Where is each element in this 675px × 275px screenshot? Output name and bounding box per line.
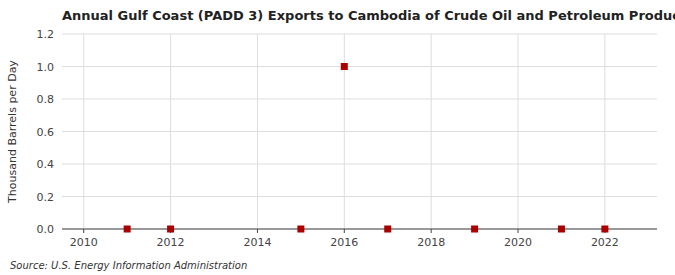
- chart-title: Annual Gulf Coast (PADD 3) Exports to Ca…: [62, 8, 675, 23]
- data-point: [167, 226, 174, 233]
- y-grid-line: [62, 164, 657, 165]
- data-point: [124, 226, 131, 233]
- x-grid-line: [431, 34, 432, 229]
- x-grid-line: [83, 34, 84, 229]
- data-point: [558, 226, 565, 233]
- y-grid-line: [62, 99, 657, 100]
- y-grid-line: [62, 131, 657, 132]
- y-tick-label: 0.0: [37, 223, 55, 236]
- x-grid-line: [257, 34, 258, 229]
- data-point: [297, 226, 304, 233]
- x-tick-label: 2016: [330, 236, 358, 249]
- y-tick-label: 0.2: [37, 191, 55, 204]
- data-point: [471, 226, 478, 233]
- y-tick-label: 0.8: [37, 93, 55, 106]
- x-tick-mark: [257, 229, 258, 233]
- y-grid-line: [62, 34, 657, 35]
- data-point: [341, 63, 348, 70]
- y-tick-label: 1.0: [37, 61, 55, 74]
- x-tick-label: 2012: [157, 236, 185, 249]
- x-tick-label: 2014: [243, 236, 271, 249]
- source-note: Source: U.S. Energy Information Administ…: [10, 260, 247, 271]
- x-tick-mark: [344, 229, 345, 233]
- x-grid-line: [604, 34, 605, 229]
- x-tick-mark: [431, 229, 432, 233]
- data-point: [601, 226, 608, 233]
- x-tick-label: 2018: [417, 236, 445, 249]
- x-tick-label: 2010: [70, 236, 98, 249]
- grid: [62, 34, 657, 229]
- points: [124, 63, 609, 233]
- y-grid-line: [62, 66, 657, 67]
- y-tick-label: 0.6: [37, 126, 55, 139]
- x-axis-line: [62, 229, 657, 230]
- x-tick-mark: [83, 229, 84, 233]
- x-tick-label: 2022: [591, 236, 619, 249]
- y-axis-label: Thousand Barrels per Day: [6, 60, 19, 204]
- data-point: [384, 226, 391, 233]
- y-tick-label: 0.4: [37, 158, 55, 171]
- x-grid-line: [170, 34, 171, 229]
- x-grid-line: [518, 34, 519, 229]
- y-grid-line: [62, 229, 657, 230]
- y-grid-line: [62, 196, 657, 197]
- x-tick-label: 2020: [504, 236, 532, 249]
- x-tick-mark: [518, 229, 519, 233]
- y-tick-label: 1.2: [37, 28, 55, 41]
